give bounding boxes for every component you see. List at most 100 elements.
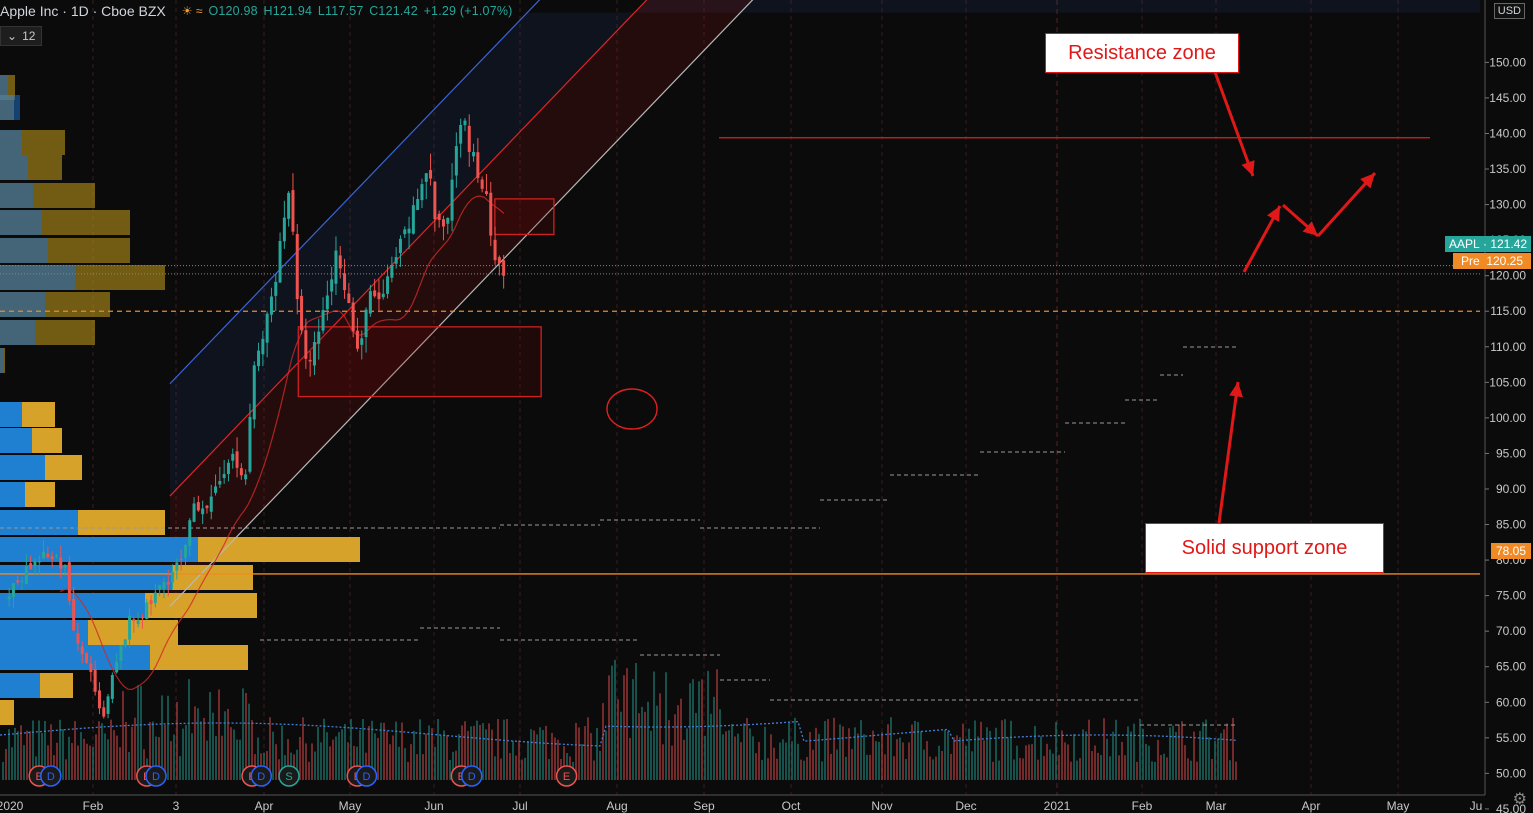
volume-bar (1022, 758, 1024, 780)
candle-body (67, 562, 71, 601)
volume-bar (755, 753, 757, 780)
volume-profile-bar (0, 95, 20, 120)
volume-bar (329, 746, 331, 780)
event-marker: D (250, 765, 273, 787)
volume-bar (1148, 745, 1150, 780)
volume-profile-bar (0, 455, 45, 480)
event-marker-label: D (47, 771, 55, 783)
volume-bar (326, 732, 328, 780)
volume-bar (875, 741, 877, 780)
price-tick-label: 75.00 (1496, 589, 1526, 603)
volume-bar (614, 659, 616, 780)
volume-bar (611, 665, 613, 780)
candle-body (351, 302, 355, 332)
candle-body (183, 545, 187, 559)
candle-body (93, 669, 97, 692)
candle-body (50, 556, 54, 560)
bounce-arrow-down-head (1302, 221, 1318, 236)
event-marker-circle (461, 765, 483, 787)
event-marker: E (555, 765, 578, 787)
volume-bar (1004, 719, 1006, 780)
last-price-symbol: AAPL (1448, 237, 1480, 251)
volume-bar (233, 729, 235, 780)
volume-bar (647, 701, 649, 780)
volume-bar (47, 745, 49, 780)
chart-header: Apple Inc · 1D · Cboe BZX ☀ ≈ O120.98 H1… (0, 0, 515, 22)
volume-bar (914, 720, 916, 780)
volume-bar (203, 717, 205, 780)
volume-bar (257, 737, 259, 780)
upper-blue-line (169, 0, 541, 385)
volume-bar (122, 691, 124, 780)
volume-profile-bar (0, 320, 35, 345)
volume-bar (890, 717, 892, 780)
volume-bar (662, 744, 664, 780)
price-tick-label: 85.00 (1496, 518, 1526, 532)
volume-bar (812, 749, 814, 780)
candle-body (11, 583, 15, 598)
volume-bar (1091, 751, 1093, 780)
candle-body (287, 192, 291, 219)
candle-body (295, 234, 299, 300)
volume-bar (5, 748, 7, 780)
volume-bar (1202, 722, 1204, 780)
candle-body (46, 553, 50, 558)
volume-bar (803, 760, 805, 780)
volume-bar (584, 726, 586, 780)
candle-body (59, 557, 63, 569)
symbol-title[interactable]: Apple Inc · 1D · Cboe BZX (0, 3, 166, 19)
volume-bar (455, 750, 457, 780)
volume-bar (1169, 727, 1171, 780)
volume-bar (491, 729, 493, 780)
candle-body (282, 217, 286, 242)
indicator-toggle[interactable]: ⌄ 12 (0, 26, 43, 46)
volume-bar (107, 739, 109, 780)
volume-bar (1130, 731, 1132, 780)
volume-bar (104, 733, 106, 780)
volume-bar (1208, 737, 1210, 780)
volume-bar (209, 691, 211, 780)
candle-body (493, 239, 497, 261)
volume-bar (1154, 761, 1156, 780)
volume-bar (1217, 738, 1219, 780)
event-marker: D (461, 765, 483, 787)
candle-body (403, 229, 407, 235)
volume-bar (59, 719, 61, 780)
volume-bar (770, 734, 772, 780)
volume-bar (1223, 729, 1225, 780)
volume-bar (836, 749, 838, 780)
volume-bar (644, 711, 646, 780)
candle-body (166, 582, 170, 585)
volume-bar (833, 717, 835, 780)
volume-bar (26, 730, 28, 780)
volume-bar (32, 720, 34, 780)
volume-bar (1112, 731, 1114, 780)
volume-bar (443, 730, 445, 780)
volume-bar (467, 730, 469, 780)
volume-bar (893, 756, 895, 780)
volume-bar (38, 720, 40, 780)
volume-bar (1184, 745, 1186, 780)
volume-bar (884, 754, 886, 780)
time-tick-label: Jun (424, 799, 443, 813)
volume-bar (434, 747, 436, 780)
volume-bar (335, 736, 337, 780)
candle-body (214, 486, 218, 493)
candle-body (278, 241, 282, 283)
volume-bar (485, 729, 487, 780)
gear-icon[interactable]: ⚙ (1512, 791, 1527, 808)
volume-bar (752, 736, 754, 780)
volume-bar (392, 735, 394, 780)
volume-bar (314, 751, 316, 780)
volume-bar (923, 749, 925, 780)
time-tick-label: 2021 (1044, 799, 1071, 813)
volume-bar (635, 663, 637, 780)
volume-bar (983, 740, 985, 780)
volume-bar (458, 734, 460, 780)
volume-bar (155, 736, 157, 780)
volume-bar (704, 735, 706, 780)
volume-bar (956, 735, 958, 780)
volume-bar (272, 731, 274, 780)
currency-button[interactable]: USD (1493, 3, 1525, 19)
